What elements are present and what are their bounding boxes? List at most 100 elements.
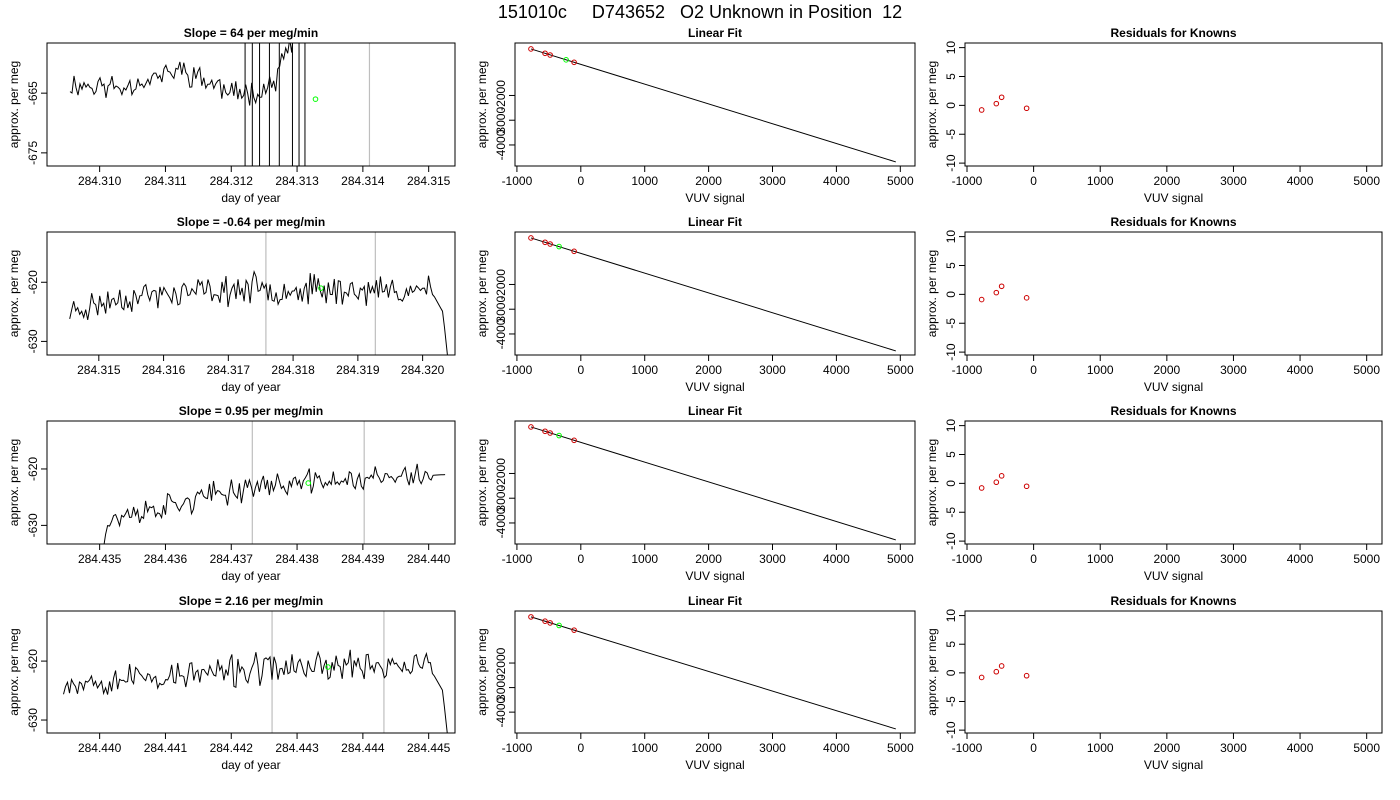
y-axis-label: approx. per meg — [7, 250, 21, 337]
x-tick-label: 0 — [1030, 741, 1037, 755]
x-tick-label: 2000 — [1153, 363, 1180, 377]
known-point — [1023, 295, 1030, 301]
known-point — [542, 50, 548, 57]
known-point — [571, 59, 577, 66]
plot-frame — [514, 42, 916, 167]
panel-title: Residuals for Knowns — [1110, 594, 1236, 608]
y-tick-label: -620 — [26, 270, 40, 294]
x-tick-label: 1000 — [631, 552, 658, 566]
x-tick-label: 284.443 — [275, 741, 319, 755]
y-tick-label: -2000 — [494, 269, 508, 300]
plot-area — [528, 235, 896, 352]
y-tick-label: 5 — [944, 73, 958, 80]
plot-frame — [964, 610, 1383, 734]
plot-frame — [46, 42, 456, 167]
y-tick-label: -5 — [944, 318, 958, 329]
panel-1-1: Slope = 64 per meg/min 284.310 284.311 284.… — [7, 26, 456, 205]
x-tick-label: 3000 — [1220, 363, 1247, 377]
x-tick-label: 2000 — [1153, 174, 1180, 188]
y-tick-label: -665 — [26, 81, 40, 105]
panel-title: Slope = 2.16 per meg/min — [179, 594, 323, 608]
y-axis-label: approx. per meg — [475, 250, 489, 337]
y-tick-label: 3000 — [494, 674, 508, 701]
x-tick-label: 4000 — [1287, 174, 1314, 188]
y-axis-label: approx. per meg — [475, 628, 489, 715]
plot-frame — [46, 231, 456, 356]
x-tick-label: 4000 — [1287, 741, 1314, 755]
plot-frame — [46, 610, 456, 734]
y-tick-label: 5 — [944, 451, 958, 458]
known-point — [542, 618, 548, 624]
y-tick-label: -2000 — [494, 647, 508, 678]
y-tick-label: 5 — [944, 262, 958, 269]
x-tick-label: 284.440 — [407, 552, 451, 566]
plot-area — [978, 94, 1030, 113]
x-tick-label: 1000 — [631, 741, 658, 755]
x-tick-label: 3000 — [1220, 741, 1247, 755]
fit-line — [530, 616, 896, 730]
plot-frame — [964, 42, 1383, 167]
panel-title: Linear Fit — [688, 594, 742, 608]
x-axis-label: day of year — [221, 758, 280, 772]
plot-frame — [514, 231, 916, 356]
known-point — [528, 46, 534, 52]
known-point — [998, 94, 1005, 101]
x-tick-label: 284.441 — [144, 741, 188, 755]
x-tick-label: 284.438 — [275, 552, 319, 566]
x-tick-label: 2000 — [1153, 741, 1180, 755]
x-tick-label: 3000 — [759, 741, 786, 755]
known-point — [978, 485, 985, 491]
x-tick-label: 4000 — [823, 363, 850, 377]
x-tick-label: 4000 — [823, 174, 850, 188]
known-point — [993, 479, 1000, 486]
plot-area — [978, 283, 1030, 303]
x-tick-label: 3000 — [759, 552, 786, 566]
plot-area — [69, 232, 448, 355]
x-tick-label: 284.435 — [78, 552, 122, 566]
known-point — [993, 100, 1000, 107]
panel-3-1: Slope = 0.95 per meg/min 284.435 284.436 28… — [7, 404, 456, 583]
panel-3-3: Residuals for Knowns -1000 0 1000 2000 3000 40… — [925, 404, 1383, 583]
known-point — [998, 663, 1005, 669]
x-tick-label: 284.310 — [78, 174, 122, 188]
y-axis-label: approx. per meg — [7, 61, 21, 148]
x-tick-label: 5000 — [887, 174, 914, 188]
y-tick-label: -5 — [944, 696, 958, 707]
x-axis-label: VUV signal — [685, 380, 744, 394]
x-tick-label: 2000 — [1153, 552, 1180, 566]
panel-2-1: Slope = -0.64 per meg/min 284.315 284.316 2… — [7, 215, 456, 394]
x-tick-label: 3000 — [759, 174, 786, 188]
data-trace — [69, 43, 293, 106]
known-point — [978, 674, 985, 681]
fit-line — [530, 48, 896, 163]
known-point — [547, 430, 553, 436]
plot-frame — [514, 610, 916, 734]
y-axis-label: approx. per meg — [475, 61, 489, 148]
x-tick-label: 0 — [1030, 552, 1037, 566]
fit-line — [530, 426, 896, 541]
x-tick-label: 4000 — [823, 552, 850, 566]
known-point — [1023, 483, 1030, 490]
y-tick-label: -2000 — [494, 458, 508, 489]
x-tick-label: 2000 — [695, 552, 722, 566]
x-axis-label: day of year — [221, 569, 280, 583]
x-tick-label: 5000 — [887, 741, 914, 755]
x-axis-label: VUV signal — [1144, 758, 1203, 772]
x-tick-label: 284.318 — [271, 363, 315, 377]
panel-title: Residuals for Knowns — [1110, 26, 1236, 40]
plot-area — [528, 424, 896, 541]
y-axis-label: approx. per meg — [7, 628, 21, 715]
unknown-point — [325, 664, 331, 670]
x-tick-label: 1000 — [631, 363, 658, 377]
y-tick-label: -4000 — [494, 696, 508, 727]
x-tick-label: 2000 — [695, 363, 722, 377]
plot-area — [978, 663, 1030, 681]
y-tick-label: 10 — [944, 230, 958, 244]
x-tick-label: 284.312 — [210, 174, 254, 188]
known-point — [528, 235, 534, 241]
x-axis-label: VUV signal — [685, 758, 744, 772]
x-tick-label: 284.436 — [144, 552, 188, 566]
y-tick-label: 0 — [944, 291, 958, 298]
y-tick-label: 3000 — [494, 107, 508, 134]
